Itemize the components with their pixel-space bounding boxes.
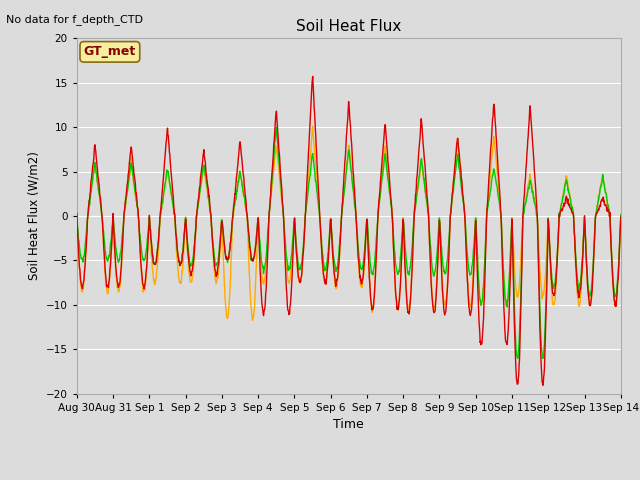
SHF3 (434, 245, 442, 251)
SHF3 (273, 124, 280, 130)
Title: Soil Heat Flux: Soil Heat Flux (296, 20, 401, 35)
SHF2 (309, 123, 317, 129)
SHF3 (194, 205, 202, 211)
SHF2 (434, 257, 442, 263)
SHF2 (249, 317, 257, 323)
SHF1 (505, 321, 513, 326)
SHF2 (73, 216, 81, 222)
SHF1 (434, 267, 442, 273)
Text: GT_met: GT_met (84, 45, 136, 59)
X-axis label: Time: Time (333, 418, 364, 431)
Text: No data for f_depth_CTD: No data for f_depth_CTD (6, 14, 143, 25)
Legend: SHF1, SHF2, SHF3: SHF1, SHF2, SHF3 (192, 475, 506, 480)
SHF3 (73, 210, 81, 216)
SHF1 (255, 226, 262, 232)
Line: SHF3: SHF3 (77, 127, 621, 359)
Line: SHF2: SHF2 (77, 126, 621, 320)
SHF1 (73, 211, 81, 216)
SHF1 (617, 214, 625, 220)
SHF1 (539, 383, 547, 388)
SHF2 (194, 203, 202, 208)
SHF1 (553, 264, 561, 269)
SHF1 (180, 228, 188, 234)
SHF2 (255, 234, 263, 240)
SHF1 (194, 200, 202, 206)
SHF3 (617, 212, 625, 217)
SHF2 (180, 233, 188, 239)
SHF3 (505, 286, 513, 292)
SHF2 (617, 214, 625, 219)
Line: SHF1: SHF1 (77, 76, 621, 385)
Y-axis label: Soil Heat Flux (W/m2): Soil Heat Flux (W/m2) (28, 152, 40, 280)
SHF3 (255, 221, 262, 227)
SHF1 (309, 73, 317, 79)
SHF3 (180, 228, 188, 233)
SHF3 (539, 356, 547, 361)
SHF2 (553, 266, 561, 272)
SHF3 (553, 257, 561, 263)
SHF2 (505, 281, 513, 287)
